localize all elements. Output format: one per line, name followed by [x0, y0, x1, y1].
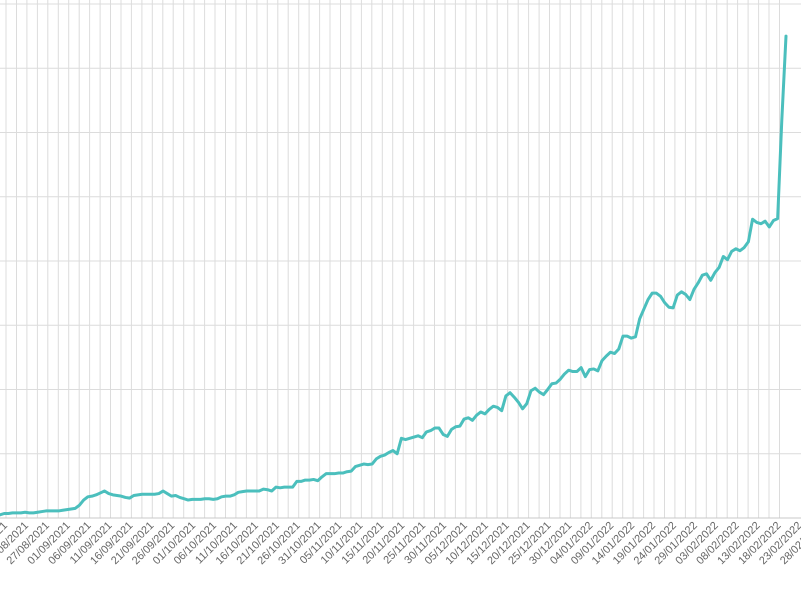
x-axis-tick-labels: 17/08/202122/08/202127/08/202101/09/2021…: [0, 520, 801, 567]
horizontal-gridlines: [0, 3, 801, 519]
series-line: [0, 34, 788, 517]
vertical-gridlines: [5, 0, 780, 518]
series-layer: [0, 34, 788, 517]
